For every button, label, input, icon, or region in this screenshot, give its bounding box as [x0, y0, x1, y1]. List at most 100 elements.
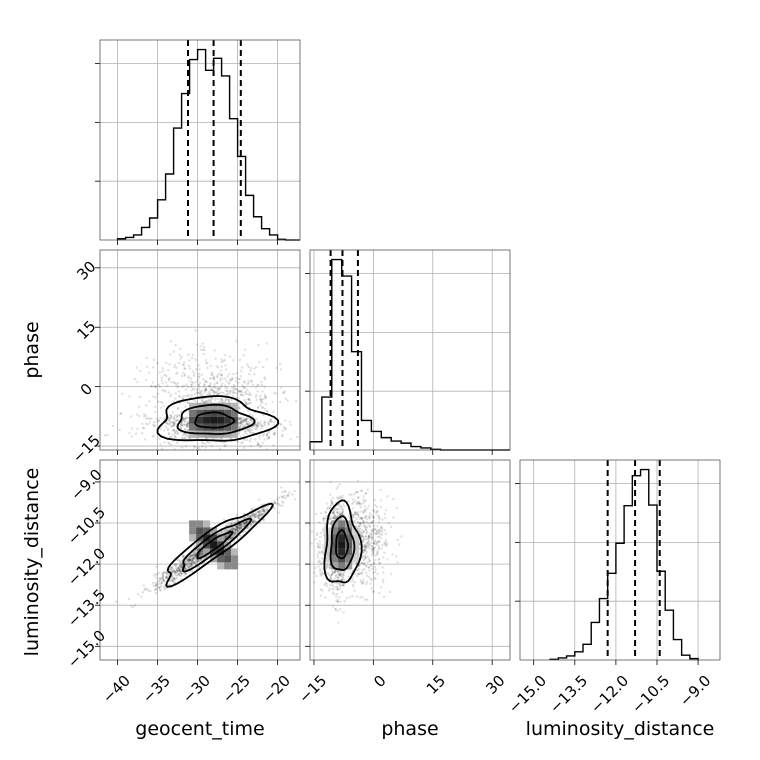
scatter-point	[256, 406, 260, 409]
scatter-point	[174, 568, 177, 571]
scatter-point	[203, 348, 206, 352]
scatter-point	[359, 596, 362, 599]
scatter-point	[183, 428, 187, 431]
scatter-point	[333, 592, 336, 596]
scatter-point	[358, 522, 361, 525]
scatter-point	[336, 592, 339, 596]
scatter-point	[274, 392, 278, 395]
scatter-point	[159, 406, 163, 410]
density-cell	[231, 548, 239, 556]
scatter-point	[172, 429, 176, 432]
scatter-point	[169, 416, 172, 420]
scatter-point	[186, 558, 189, 561]
scatter-point	[192, 557, 195, 560]
scatter-point	[181, 423, 184, 426]
scatter-point	[257, 421, 260, 425]
scatter-point	[331, 571, 334, 574]
scatter-point	[152, 358, 156, 361]
scatter-point	[246, 427, 250, 431]
scatter-point	[247, 423, 250, 426]
scatter-point	[150, 384, 153, 388]
scatter-point	[265, 433, 269, 437]
scatter-point	[137, 593, 140, 596]
scatter-point	[219, 379, 222, 382]
scatter-point	[384, 509, 388, 512]
scatter-point	[172, 350, 175, 353]
scatter-point	[273, 499, 276, 502]
scatter-point	[360, 534, 363, 538]
scatter-point	[245, 520, 248, 523]
scatter-point	[172, 570, 175, 573]
scatter-point	[148, 421, 151, 424]
contour-line	[156, 395, 280, 442]
scatter-point	[376, 551, 380, 554]
scatter-point	[262, 397, 265, 401]
scatter-point	[182, 555, 185, 558]
scatter-point	[257, 514, 260, 518]
scatter-point	[167, 573, 170, 576]
scatter-point	[328, 587, 331, 590]
scatter-point	[247, 403, 250, 406]
scatter-point	[238, 527, 241, 530]
scatter-point	[232, 527, 235, 530]
scatter-point	[228, 378, 232, 381]
scatter-point	[213, 386, 216, 389]
scatter-point	[233, 533, 237, 537]
scatter-point	[287, 494, 290, 497]
scatter-point	[237, 390, 240, 393]
scatter-point	[365, 545, 368, 549]
scatter-point	[257, 511, 261, 514]
scatter-point	[246, 527, 250, 530]
scatter-point	[263, 386, 266, 389]
scatter-point	[321, 589, 324, 592]
scatter-point	[225, 393, 229, 396]
scatter-point	[239, 526, 242, 530]
scatter-point	[222, 530, 225, 533]
scatter-point	[176, 568, 179, 572]
scatter-point	[187, 560, 191, 564]
scatter-point	[341, 575, 344, 579]
scatter-point	[321, 571, 324, 574]
scatter-point	[336, 609, 339, 613]
scatter-point	[244, 403, 248, 406]
scatter-point	[367, 504, 371, 507]
scatter-point	[187, 375, 190, 378]
scatter-point	[239, 417, 242, 420]
scatter-point	[233, 388, 237, 391]
scatter-point	[147, 371, 151, 374]
scatter-point	[365, 525, 368, 529]
scatter-point	[239, 423, 242, 426]
scatter-point	[204, 388, 207, 392]
scatter-point	[289, 438, 292, 441]
scatter-point	[279, 368, 283, 371]
scatter-point	[356, 572, 360, 576]
scatter-point	[257, 343, 260, 347]
scatter-point	[197, 364, 200, 367]
scatter-point	[371, 530, 374, 533]
scatter-point	[375, 540, 378, 543]
scatter-point	[228, 355, 232, 358]
scatter-point	[256, 443, 259, 446]
scatter-point	[197, 558, 200, 562]
scatter-point	[325, 566, 328, 569]
scatter-point	[343, 578, 346, 581]
scatter-point	[182, 384, 186, 388]
scatter-point	[184, 388, 187, 391]
scatter-point	[254, 423, 258, 426]
scatter-point	[176, 419, 179, 423]
scatter-point	[176, 371, 179, 374]
scatter-point	[249, 437, 252, 441]
scatter-point	[362, 520, 365, 523]
scatter-point	[391, 553, 394, 556]
scatter-point	[281, 435, 284, 438]
panel-plot-area	[100, 250, 300, 450]
scatter-point	[195, 551, 198, 554]
scatter-point	[185, 383, 188, 386]
scatter-point	[127, 597, 131, 601]
scatter-point	[245, 520, 248, 523]
contour-line	[165, 502, 274, 588]
scatter-point	[192, 552, 195, 555]
scatter-point	[180, 424, 184, 428]
scatter-point	[145, 365, 149, 368]
scatter-point	[354, 512, 357, 515]
